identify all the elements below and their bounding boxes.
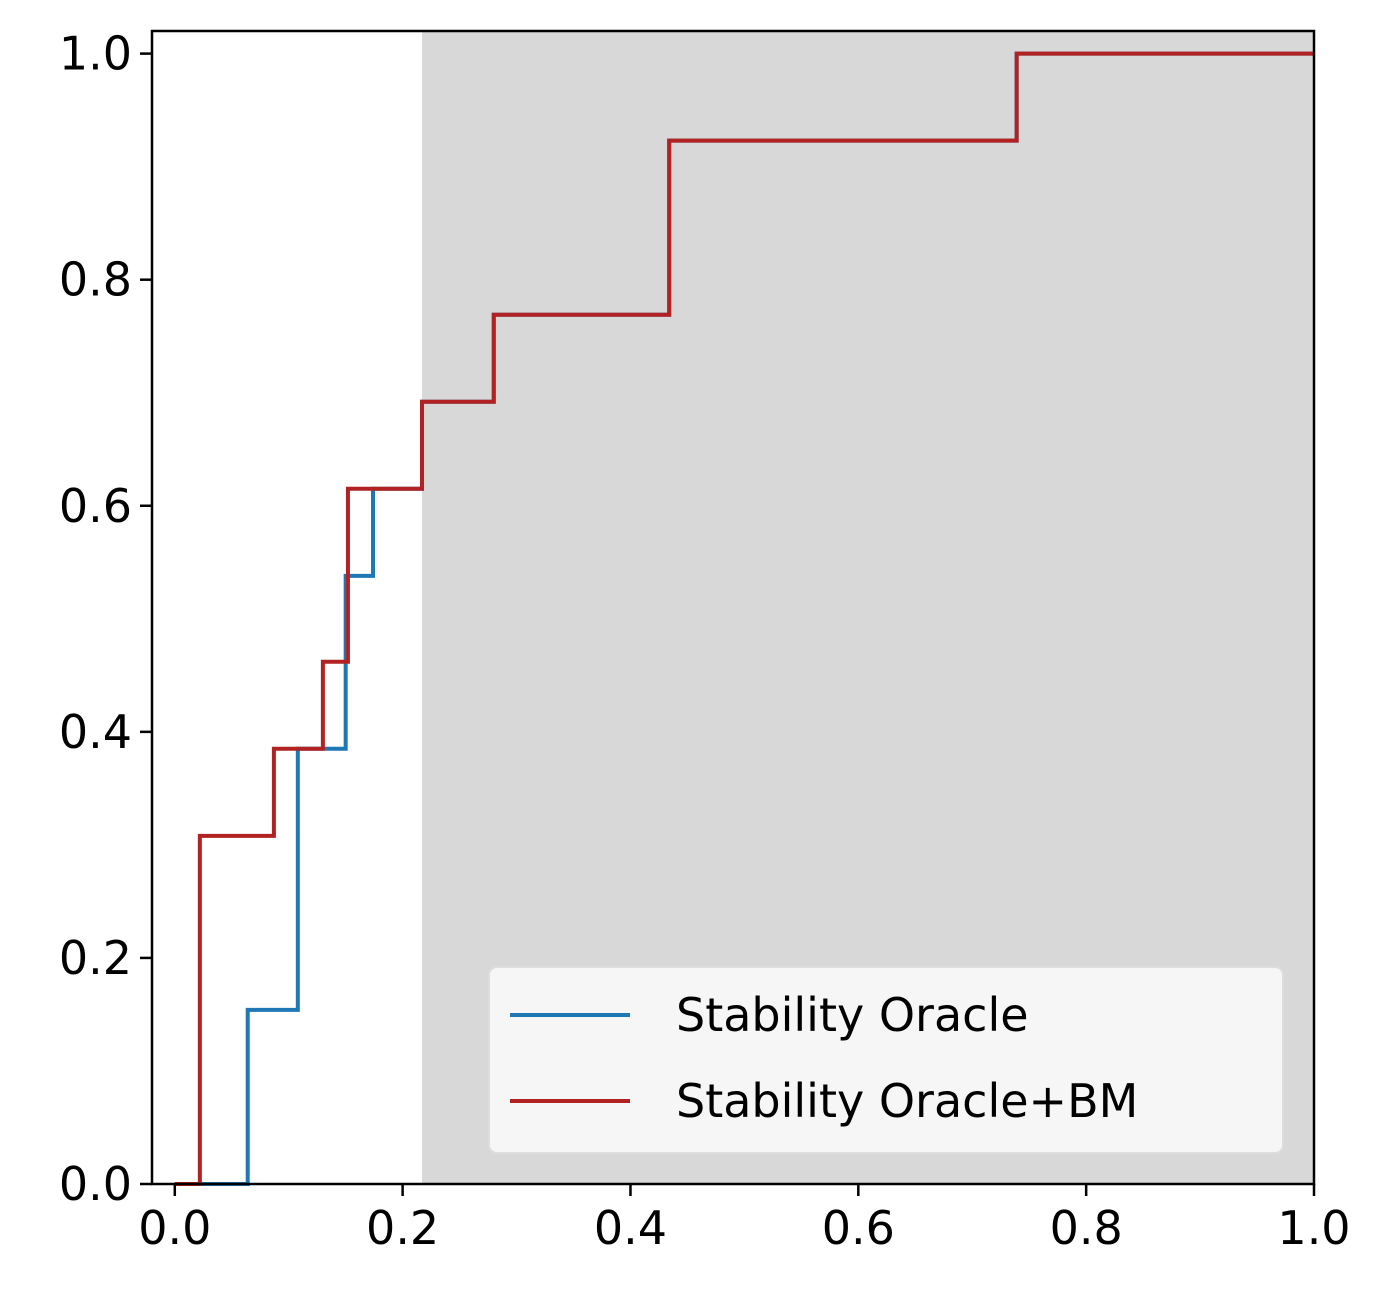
y-tick-label: 0.2	[59, 931, 132, 985]
x-tick-label: 0.2	[366, 1201, 439, 1255]
x-tick-label: 1.0	[1277, 1201, 1350, 1255]
y-tick-label: 0.8	[59, 253, 132, 307]
series-line-stability-oracle-bm	[174, 51, 1314, 1186]
y-tick-label: 0.4	[59, 705, 132, 759]
x-tick-label: 0.4	[594, 1201, 667, 1255]
x-tick-label: 0.8	[1050, 1201, 1123, 1255]
y-tick-label: 1.0	[59, 27, 132, 81]
y-tick-label: 0.6	[59, 479, 132, 533]
x-tick-label: 0.0	[138, 1201, 211, 1255]
legend-label: Stability Oracle	[676, 988, 1029, 1042]
x-tick-label: 0.6	[822, 1201, 895, 1255]
legend-label: Stability Oracle+BM	[676, 1074, 1138, 1128]
y-tick-label: 0.0	[59, 1157, 132, 1211]
axes-frame	[150, 29, 1316, 1186]
legend: Stability Oracle Stability Oracle+BM	[488, 966, 1284, 1154]
legend-box	[488, 966, 1284, 1154]
